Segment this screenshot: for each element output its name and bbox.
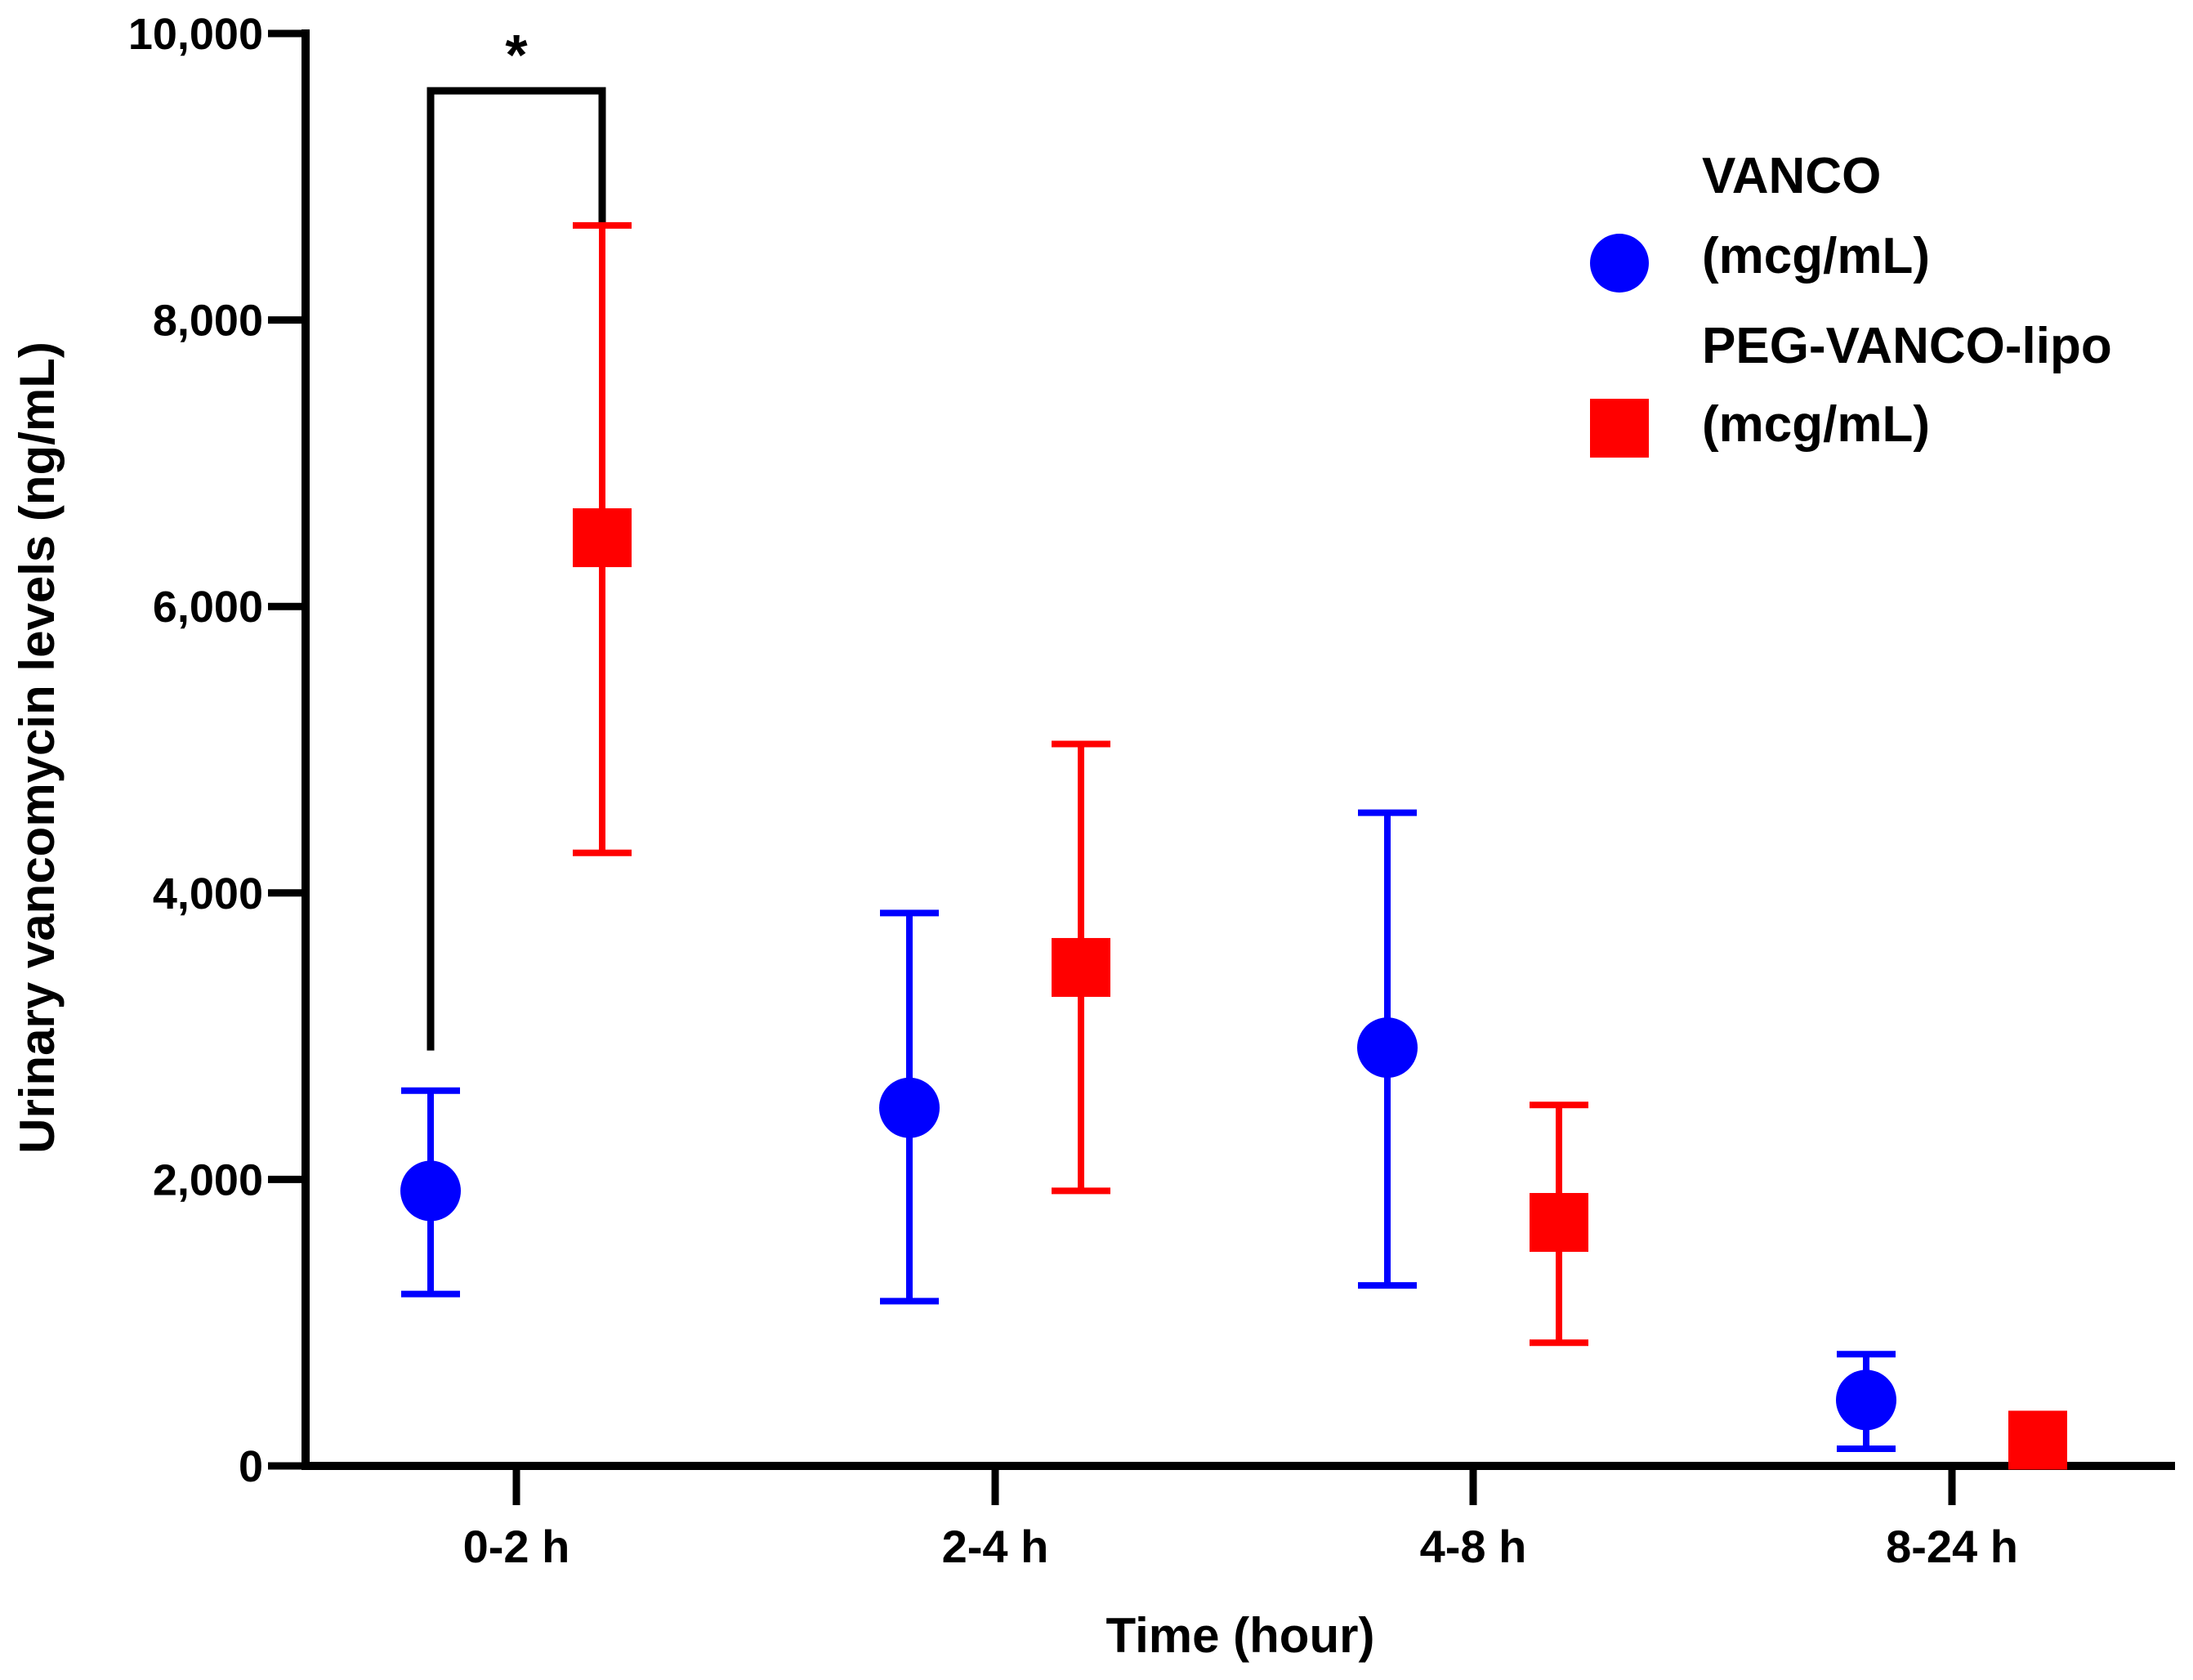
plot-layer	[400, 221, 2067, 1470]
legend-label: VANCO	[1702, 148, 1881, 204]
legend-marker	[1590, 234, 1649, 293]
y-axis-label: Urinary vancomycin levels (ng/mL)	[10, 342, 65, 1154]
data-point	[1357, 1017, 1418, 1079]
y-tick-label: 10,000	[128, 10, 263, 59]
significance-bracket	[427, 87, 606, 1051]
y-tick-label: 8,000	[153, 297, 263, 346]
data-point	[879, 1077, 940, 1138]
annotation-layer: *	[427, 23, 606, 1051]
y-ticks: 0 2,000 4,000 6,000 8,000 10,000	[128, 10, 306, 1491]
significance-star: *	[505, 23, 528, 87]
legend: VANCO (mcg/mL) PEG-VANCO-lipo (mcg/mL)	[1590, 148, 2112, 458]
series-VANCO	[400, 809, 1896, 1452]
series-PEG-VANCO-lipo	[573, 221, 2067, 1470]
y-tick-label: 0	[239, 1442, 263, 1491]
axes	[301, 29, 2175, 1470]
y-tick-label: 6,000	[153, 583, 263, 632]
x-tick-label: 2-4 h	[942, 1521, 1049, 1572]
data-point	[2008, 1410, 2067, 1470]
data-point	[400, 1160, 461, 1222]
x-tick-label: 4-8 h	[1420, 1521, 1527, 1572]
legend-marker	[1590, 399, 1649, 458]
data-point	[1530, 1192, 1588, 1252]
x-ticks: 0-2 h 2-4 h 4-8 h 8-24 h	[463, 1466, 2018, 1572]
x-tick-label: 0-2 h	[463, 1521, 570, 1572]
data-point	[1052, 937, 1110, 997]
legend-label: PEG-VANCO-lipo	[1702, 318, 2112, 374]
x-axis-label: Time (hour)	[1106, 1608, 1375, 1663]
legend-unit: (mcg/mL)	[1702, 228, 1930, 284]
y-tick-label: 4,000	[153, 869, 263, 918]
data-point	[573, 508, 632, 568]
y-tick-label: 2,000	[153, 1155, 263, 1204]
legend-unit: (mcg/mL)	[1702, 396, 1930, 453]
data-point	[1836, 1369, 1896, 1431]
x-tick-label: 8-24 h	[1886, 1521, 2018, 1572]
